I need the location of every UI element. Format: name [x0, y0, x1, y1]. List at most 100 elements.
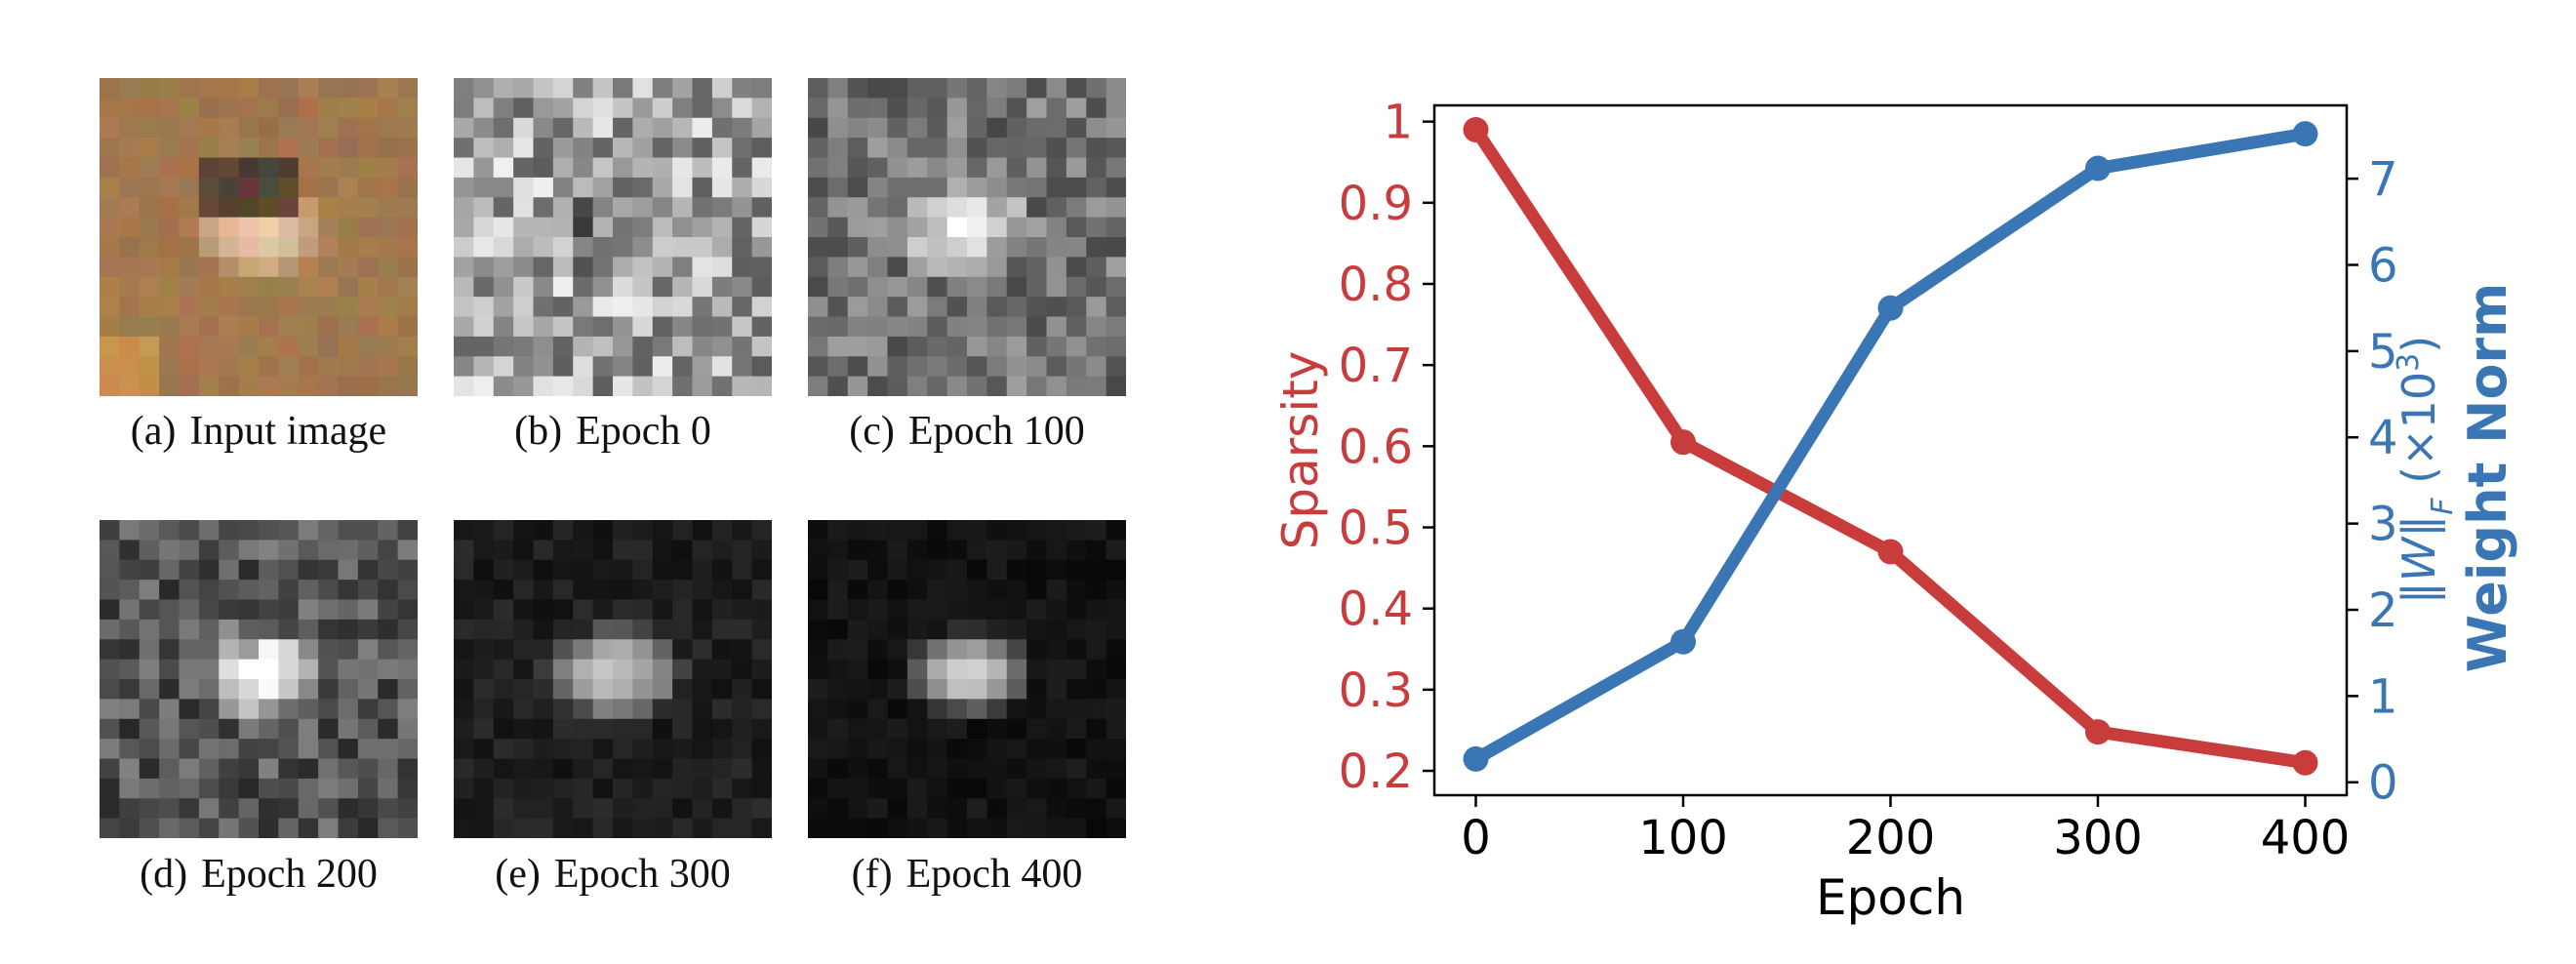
image-pixel: [967, 376, 987, 396]
image-pixel: [318, 376, 340, 396]
image-pixel: [238, 356, 260, 378]
image-pixel: [238, 197, 260, 219]
image-pixel: [867, 679, 889, 700]
image-pixel: [198, 758, 220, 780]
image-pixel: [887, 758, 908, 780]
image-pixel: [652, 599, 673, 621]
image-pixel: [847, 138, 868, 159]
image-pixel: [179, 237, 200, 258]
image-pixel: [139, 520, 160, 541]
image-pixel: [139, 138, 160, 159]
image-pixel: [397, 276, 418, 298]
x-tick-label: 300: [2053, 811, 2143, 865]
image-pixel: [552, 699, 574, 720]
image-pixel: [1106, 619, 1126, 640]
image-pixel: [159, 257, 181, 278]
image-pixel: [198, 117, 220, 139]
image-pixel: [906, 177, 928, 198]
image-pixel: [711, 177, 733, 198]
image-pixel: [652, 718, 673, 740]
image-pixel: [592, 217, 614, 238]
image-pixel: [1006, 619, 1027, 640]
image-pixel: [533, 699, 554, 720]
image-pixel: [259, 356, 279, 378]
image-pixel: [1106, 217, 1126, 238]
image-pixel: [751, 336, 772, 357]
image-pixel: [692, 639, 713, 661]
image-pixel: [454, 758, 474, 780]
image-pixel: [732, 619, 753, 640]
image-pixel: [867, 138, 889, 159]
image-pixel: [632, 177, 654, 198]
image-pixel: [473, 540, 495, 561]
image-pixel: [732, 157, 753, 179]
image-pixel: [219, 217, 240, 238]
image-pixel: [298, 297, 319, 318]
image-pixel: [887, 356, 908, 378]
image-pixel: [100, 619, 120, 640]
image-pixel: [672, 580, 694, 601]
right-tick-label: 0: [2368, 756, 2398, 811]
image-pixel: [906, 798, 928, 820]
image-pixel: [278, 117, 300, 139]
image-pixel: [827, 98, 849, 119]
image-pixel: [119, 98, 141, 119]
image-pixel: [179, 276, 200, 298]
image-pixel: [927, 580, 948, 601]
image-pixel: [397, 336, 418, 357]
image-pixel: [847, 619, 868, 640]
caption-d: (d) Epoch 200: [140, 852, 378, 897]
image-pixel: [139, 599, 160, 621]
image-pixel: [751, 580, 772, 601]
image-pixel: [338, 639, 359, 661]
image-pixel: [692, 758, 713, 780]
image-pixel: [357, 559, 379, 581]
image-pixel: [906, 276, 928, 298]
image-pixel: [219, 818, 240, 838]
image-pixel: [946, 699, 968, 720]
image-pixel: [357, 316, 379, 338]
image-pixel: [533, 739, 554, 760]
image-pixel: [613, 257, 633, 278]
image-pixel: [259, 138, 279, 159]
image-pixel: [454, 316, 474, 338]
image-pixel: [119, 619, 141, 640]
image-pixel: [119, 778, 141, 799]
image-pixel: [692, 98, 713, 119]
image-pixel: [298, 520, 319, 541]
image-pixel: [927, 157, 948, 179]
sparsity-point: [2292, 749, 2318, 776]
image-pixel: [198, 237, 220, 258]
image-pixel: [887, 798, 908, 820]
image-pixel: [378, 356, 399, 378]
image-pixel: [1006, 78, 1027, 99]
image-pixel: [1026, 297, 1048, 318]
image-pixel: [198, 138, 220, 159]
image-pixel: [613, 718, 633, 740]
image-pixel: [672, 718, 694, 740]
image-pixel: [672, 659, 694, 680]
image-pixel: [378, 217, 399, 238]
image-pixel: [1086, 679, 1107, 700]
image-pixel: [1086, 197, 1107, 219]
image-pixel: [632, 540, 654, 561]
image-pixel: [751, 138, 772, 159]
image-pixel: [533, 316, 554, 338]
image-pixel: [139, 217, 160, 238]
caption-b: (b) Epoch 0: [514, 409, 711, 454]
left-axis-ticks: 0.20.30.40.50.60.70.80.91: [1339, 96, 1434, 799]
image-pixel: [357, 297, 379, 318]
image-pixel: [847, 540, 868, 561]
image-pixel: [100, 679, 120, 700]
image-pixel: [298, 559, 319, 581]
image-pixel: [652, 157, 673, 179]
image-pixel: [493, 177, 514, 198]
right-tick-label: 4: [2368, 411, 2398, 465]
image-pixel: [827, 559, 849, 581]
image-pixel: [906, 376, 928, 396]
image-pixel: [986, 217, 1008, 238]
image-pixel: [179, 78, 200, 99]
image-pixel: [946, 157, 968, 179]
image-pixel: [1026, 778, 1048, 799]
image-pixel: [827, 718, 849, 740]
